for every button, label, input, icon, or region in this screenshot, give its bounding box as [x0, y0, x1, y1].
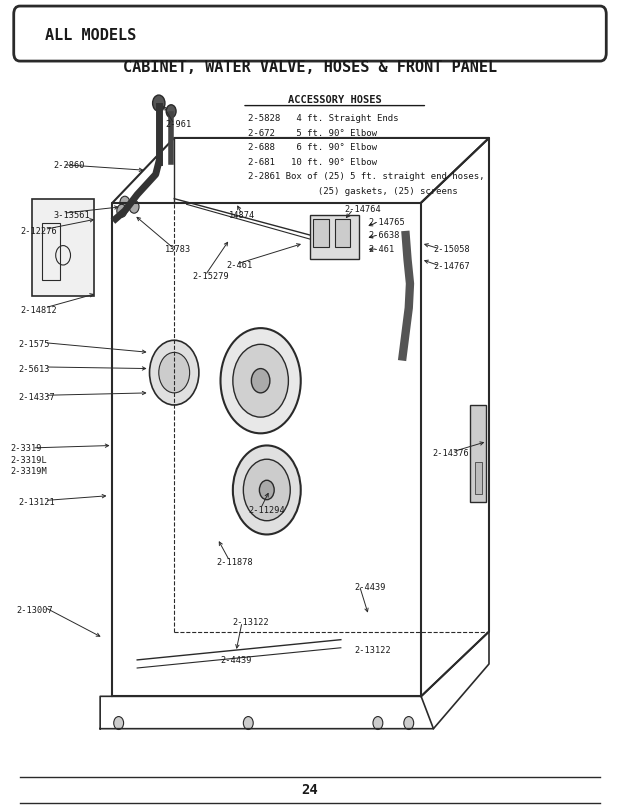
Text: 2-461: 2-461 [369, 244, 395, 253]
Text: 2-13122: 2-13122 [233, 618, 270, 627]
Circle shape [166, 105, 176, 118]
Text: 2-14376: 2-14376 [432, 448, 469, 457]
Circle shape [159, 353, 190, 393]
Text: 2-2861 Box of (25) 5 ft. straight end hoses,: 2-2861 Box of (25) 5 ft. straight end ho… [248, 172, 485, 182]
Text: 13783: 13783 [165, 245, 191, 254]
Circle shape [149, 341, 199, 406]
Text: 2-6638: 2-6638 [369, 230, 400, 239]
FancyBboxPatch shape [14, 7, 606, 62]
Circle shape [251, 369, 270, 393]
Text: 2-3319: 2-3319 [11, 444, 42, 453]
Circle shape [153, 96, 165, 112]
Text: (25) gaskets, (25) screens: (25) gaskets, (25) screens [248, 187, 458, 195]
Circle shape [129, 201, 139, 214]
Circle shape [233, 446, 301, 534]
Bar [471, 406, 486, 503]
Bar [335, 220, 350, 248]
Text: 24: 24 [301, 783, 319, 796]
Circle shape [113, 717, 123, 730]
Text: 3-13561: 3-13561 [54, 210, 91, 219]
Text: 2-13007: 2-13007 [17, 606, 53, 615]
Text: ALL MODELS: ALL MODELS [45, 28, 136, 43]
Text: 2-1575: 2-1575 [19, 340, 50, 349]
Circle shape [259, 481, 274, 500]
Text: 2-12276: 2-12276 [20, 226, 56, 235]
Circle shape [373, 717, 383, 730]
Text: 2-3319M: 2-3319M [11, 466, 47, 475]
Text: 2-14765: 2-14765 [369, 217, 405, 226]
Text: 2-681   10 ft. 90° Elbow: 2-681 10 ft. 90° Elbow [248, 157, 378, 167]
Circle shape [233, 345, 288, 418]
FancyBboxPatch shape [32, 200, 94, 296]
Circle shape [117, 205, 126, 218]
Bar [42, 224, 60, 281]
Bar [310, 216, 360, 260]
Text: 2-15279: 2-15279 [193, 272, 229, 281]
Text: 2-13122: 2-13122 [355, 645, 391, 654]
Text: 2-461: 2-461 [227, 260, 253, 269]
Circle shape [243, 460, 290, 521]
Text: 2-688    6 ft. 90° Elbow: 2-688 6 ft. 90° Elbow [248, 144, 378, 152]
Text: 14874: 14874 [229, 210, 255, 219]
Text: 2-2860: 2-2860 [54, 161, 86, 170]
Text: 2-5613: 2-5613 [19, 365, 50, 374]
Text: 2-11294: 2-11294 [248, 505, 285, 514]
Text: 2-15058: 2-15058 [433, 244, 470, 253]
Text: 2-14812: 2-14812 [20, 306, 56, 315]
Bar [476, 462, 482, 495]
Circle shape [120, 197, 130, 210]
Text: 2-4439: 2-4439 [355, 582, 386, 591]
Circle shape [243, 717, 253, 730]
Text: 2-14337: 2-14337 [19, 392, 55, 401]
Text: 2-672    5 ft. 90° Elbow: 2-672 5 ft. 90° Elbow [248, 129, 378, 138]
Text: 2-14764: 2-14764 [344, 204, 381, 213]
Bar [313, 220, 329, 248]
Text: 2-3319L: 2-3319L [11, 455, 47, 464]
Text: CABINET, WATER VALVE, HOSES & FRONT PANEL: CABINET, WATER VALVE, HOSES & FRONT PANE… [123, 60, 497, 75]
Text: 2-13121: 2-13121 [19, 497, 55, 506]
Text: 2-14767: 2-14767 [433, 261, 470, 270]
Text: 2-961: 2-961 [165, 120, 191, 129]
Circle shape [221, 328, 301, 434]
Text: 2-5828   4 ft. Straight Ends: 2-5828 4 ft. Straight Ends [248, 114, 399, 123]
Text: 2-11878: 2-11878 [216, 558, 253, 567]
Text: 2-4439: 2-4439 [221, 655, 252, 664]
Text: ACCESSORY HOSES: ACCESSORY HOSES [288, 95, 381, 105]
Circle shape [404, 717, 414, 730]
